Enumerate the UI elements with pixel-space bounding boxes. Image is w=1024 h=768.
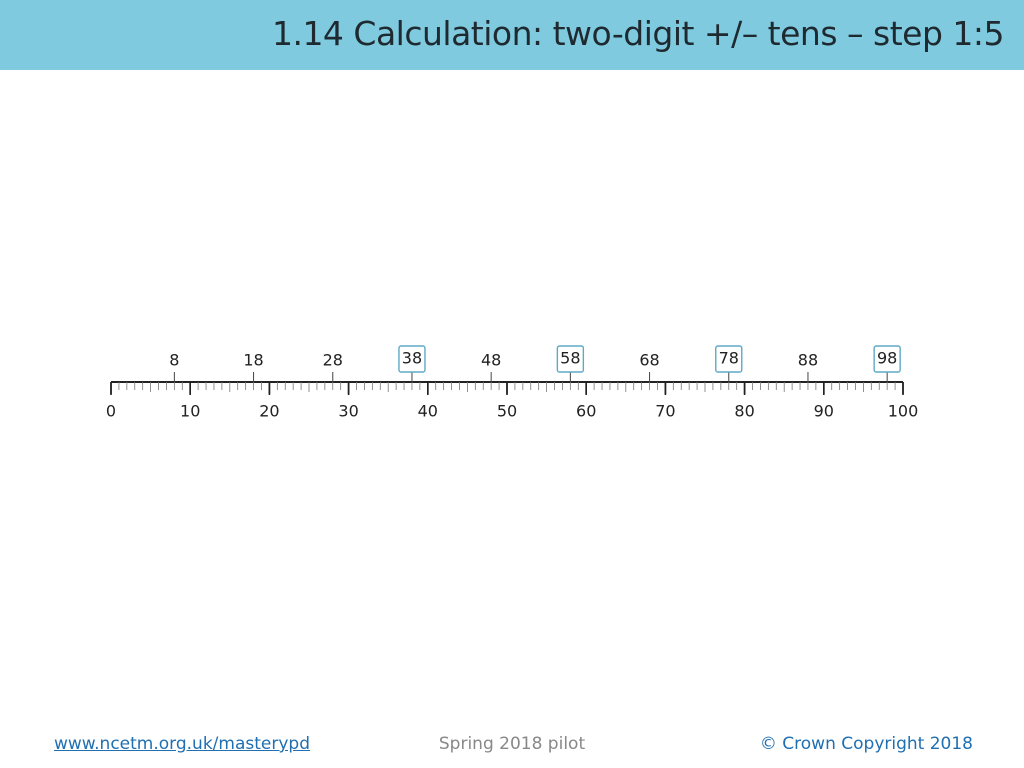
scale-label: 30	[338, 402, 358, 421]
scale-label: 0	[106, 402, 116, 421]
scale-label: 90	[814, 402, 834, 421]
scale-label: 100	[888, 402, 919, 421]
footer-copyright: © Crown Copyright 2018	[759, 734, 973, 754]
label-box	[556, 345, 585, 373]
slide-title: 1.14 Calculation: two-digit +/– tens – s…	[271, 14, 1005, 53]
scale-label: 50	[497, 402, 517, 421]
scale-label: 20	[259, 402, 279, 421]
scale-label: 70	[655, 402, 675, 421]
label-box	[715, 345, 743, 373]
scale-label: 10	[180, 402, 200, 421]
label-box	[873, 345, 901, 373]
above-label: 8	[169, 351, 179, 370]
footer-link[interactable]: www.ncetm.org.uk/masterypd	[54, 734, 310, 754]
boxed-label: 78	[719, 349, 739, 368]
scale-label: 80	[734, 402, 754, 421]
boxed-label: 98	[877, 349, 897, 368]
above-label: 48	[481, 351, 501, 370]
scale-label: 60	[576, 402, 596, 421]
above-label: 18	[243, 351, 263, 370]
label-box	[398, 345, 426, 373]
scale-label: 40	[418, 402, 438, 421]
above-label: 68	[639, 351, 659, 370]
boxed-label: 38	[402, 349, 422, 368]
boxed-label: 58	[560, 349, 580, 368]
header-bar: 1.14 Calculation: two-digit +/– tens – s…	[0, 0, 1024, 70]
footer-center: Spring 2018 pilot	[438, 734, 586, 754]
above-label: 88	[798, 351, 818, 370]
above-label: 28	[323, 351, 343, 370]
